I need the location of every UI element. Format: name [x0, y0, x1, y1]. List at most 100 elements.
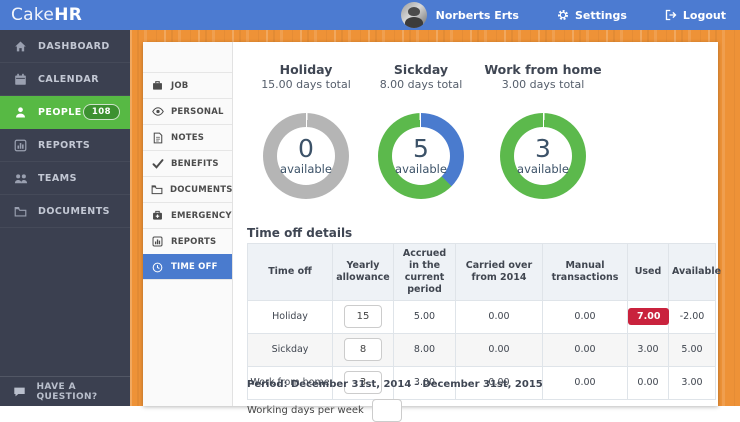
profile-tab-label: PERSONAL [171, 106, 224, 117]
section-title: Time off details [247, 226, 353, 240]
sidebar-item-dashboard[interactable]: DASHBOARD [0, 30, 130, 63]
cell-name: Work from home [247, 365, 333, 400]
cell-available: 5.00 [668, 332, 716, 367]
donut-title: Sickday [393, 62, 449, 77]
col-header-manual-transactions: Manual transactions [542, 243, 628, 301]
people-group-icon [13, 172, 28, 185]
profile-tab-label: TIME OFF [171, 262, 218, 272]
cell-carried: 0.00 [455, 365, 543, 400]
work-from-home-allowance-input[interactable] [344, 371, 382, 394]
cell-accrued: 3.00 [393, 365, 456, 400]
time-off-panel: Holiday 15.00 days total 0 available Sic… [233, 42, 721, 422]
logout-icon [665, 9, 677, 21]
holiday-summary: Holiday 15.00 days total 0 available [241, 62, 371, 199]
topbar-right-group: Norberts Erts Settings Logout [400, 0, 740, 30]
user-avatar[interactable] [400, 2, 427, 28]
time-off-details-table: Time off Yearly allowance Accrued in the… [247, 243, 721, 400]
sidebar-item-label: REPORTS [38, 139, 91, 151]
sidebar-item-label: DOCUMENTS [38, 205, 110, 217]
donut-title: Holiday [279, 62, 333, 77]
col-header-used: Used [627, 243, 669, 301]
employee-profile-card: JOB PERSONAL NOTES BENEFITS [143, 42, 721, 422]
col-header-carried-over: Carried over from 2014 [455, 243, 543, 301]
profile-tab-emergency[interactable]: EMERGENCY [143, 202, 232, 228]
sickday-allowance-input[interactable] [344, 338, 382, 361]
available-count: 0 [298, 134, 314, 163]
top-bar: CakeHR Norberts Erts Settings Logout [0, 0, 740, 30]
cell-manual: 0.00 [542, 299, 628, 334]
working-days-label: Working days per week [247, 405, 364, 416]
profile-tab-label: EMERGENCY [171, 210, 232, 221]
people-count-badge: 108 [82, 104, 120, 120]
profile-tab-reports[interactable]: REPORTS [143, 228, 232, 254]
working-days-row: Working days per week [247, 399, 402, 422]
available-label: available [517, 162, 569, 176]
sidebar-item-label: PEOPLE [38, 106, 82, 118]
logout-button[interactable]: Logout [653, 0, 740, 30]
sickday-donut-chart: 5 available [378, 113, 464, 199]
app-logo[interactable]: CakeHR [11, 5, 82, 25]
profile-tab-label: BENEFITS [171, 158, 219, 169]
chat-bubble-icon [13, 386, 26, 398]
cell-available: 3.00 [668, 365, 716, 400]
sidebar-item-teams[interactable]: TEAMS [0, 162, 130, 195]
cell-manual: 0.00 [542, 332, 628, 367]
cell-accrued: 5.00 [393, 299, 456, 334]
holiday-allowance-input[interactable] [344, 305, 382, 328]
available-count: 3 [535, 134, 551, 163]
cell-carried: 0.00 [455, 332, 543, 367]
cell-used: 0.00 [627, 365, 669, 400]
cell-name: Holiday [247, 299, 333, 334]
available-count: 5 [413, 134, 429, 163]
profile-tab-benefits[interactable]: BENEFITS [143, 150, 232, 176]
available-label: available [395, 162, 447, 176]
profile-tab-personal[interactable]: PERSONAL [143, 98, 232, 124]
main-sidebar: DASHBOARD CALENDAR PEOPLE 108 REPORTS TE… [0, 30, 130, 406]
sidebar-item-label: CALENDAR [38, 73, 99, 85]
clock-icon [151, 262, 164, 273]
profile-tab-job[interactable]: JOB [143, 72, 232, 98]
user-name[interactable]: Norberts Erts [435, 8, 519, 22]
sidebar-item-label: DASHBOARD [38, 40, 110, 52]
cell-name: Sickday [247, 332, 333, 367]
profile-tab-label: DOCUMENTS [170, 184, 233, 195]
logo-text-bold: HR [54, 5, 83, 25]
logout-label: Logout [682, 8, 726, 22]
work-from-home-summary: Work from home 3.00 days total 3 availab… [478, 62, 608, 199]
donut-title: Work from home [484, 62, 602, 77]
col-header-time-off: Time off [247, 243, 333, 301]
profile-tab-notes[interactable]: NOTES [143, 124, 232, 150]
cell-accrued: 8.00 [393, 332, 456, 367]
settings-button[interactable]: Settings [545, 0, 639, 30]
logo-text-light: Cake [11, 5, 55, 25]
profile-tab-time-off[interactable]: TIME OFF [143, 254, 232, 280]
col-header-available: Available [668, 243, 721, 301]
sidebar-item-reports[interactable]: REPORTS [0, 129, 130, 162]
donut-subtitle: 3.00 days total [501, 78, 585, 91]
profile-nav: JOB PERSONAL NOTES BENEFITS [143, 42, 233, 406]
profile-tab-documents[interactable]: DOCUMENTS [143, 176, 232, 202]
donut-subtitle: 15.00 days total [261, 78, 351, 91]
holiday-donut-chart: 0 available [263, 113, 349, 199]
sidebar-item-people[interactable]: PEOPLE 108 [0, 96, 130, 129]
sidebar-item-calendar[interactable]: CALENDAR [0, 63, 130, 96]
bar-chart-icon [151, 236, 164, 247]
settings-label: Settings [574, 8, 627, 22]
sidebar-item-documents[interactable]: DOCUMENTS [0, 195, 130, 228]
sickday-summary: Sickday 8.00 days total 5 available [356, 62, 486, 199]
bar-chart-icon [13, 139, 28, 152]
table-row-sickday: Sickday 8.00 0.00 0.00 3.00 5.00 [247, 332, 716, 367]
note-file-icon [151, 132, 164, 144]
profile-tab-label: JOB [171, 80, 189, 91]
table-row-work-from-home: Work from home 3.00 0.00 0.00 0.00 3.00 [247, 365, 716, 400]
folder-icon [13, 205, 28, 218]
working-days-input[interactable] [371, 399, 402, 422]
have-a-question-link[interactable]: HAVE A QUESTION? [0, 376, 130, 406]
eye-icon [151, 106, 164, 117]
table-row-holiday: Holiday 5.00 0.00 0.00 7.00 -2.00 [247, 299, 716, 334]
profile-tab-label: REPORTS [171, 236, 217, 247]
table-header-row: Time off Yearly allowance Accrued in the… [247, 243, 721, 301]
work-from-home-donut-chart: 3 available [500, 113, 586, 199]
check-icon [151, 158, 164, 169]
gear-icon [557, 9, 569, 21]
